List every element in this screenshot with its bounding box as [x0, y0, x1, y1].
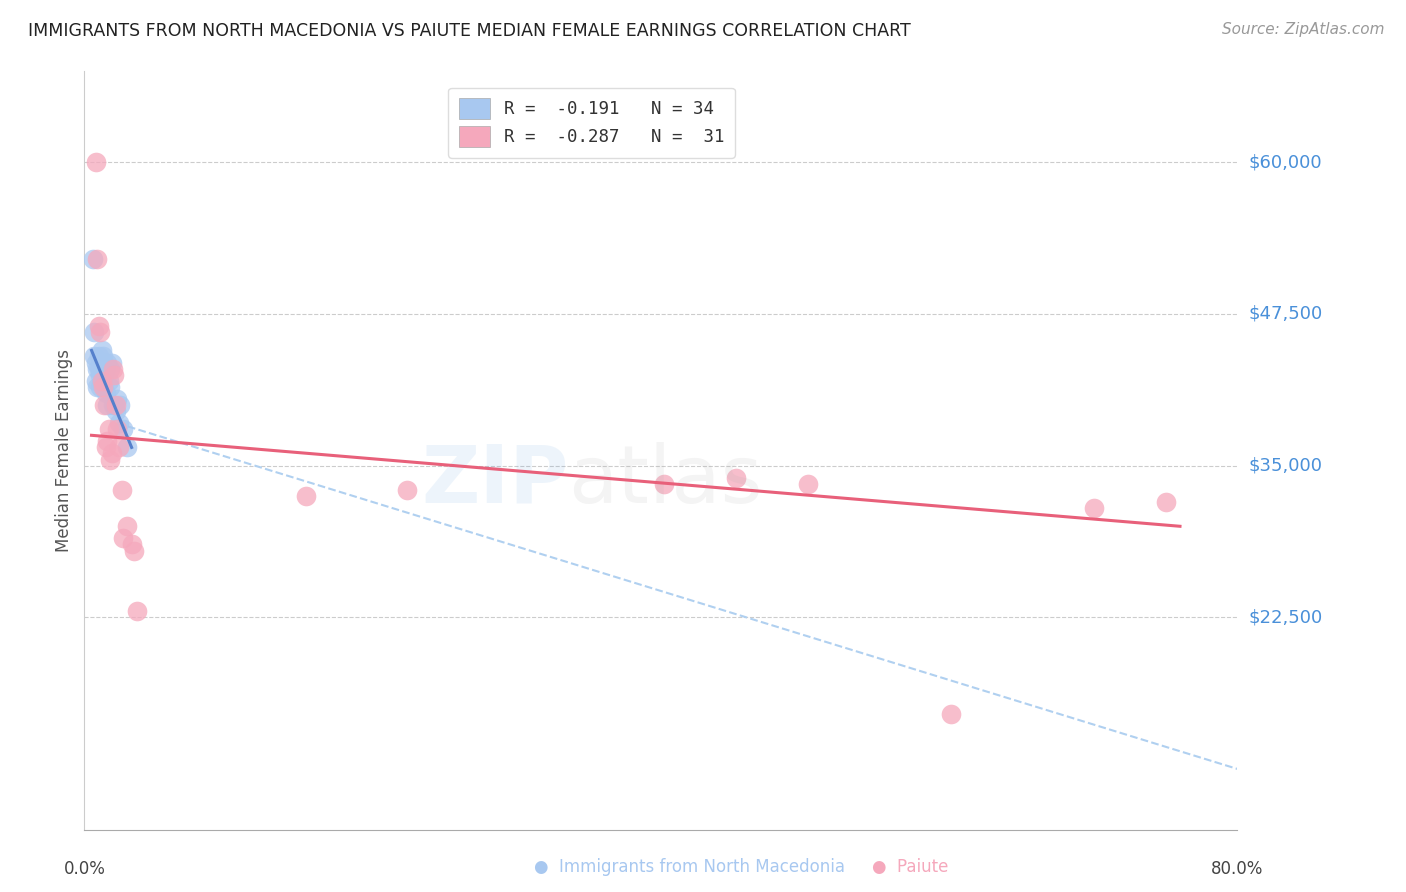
Point — [117, 441, 139, 455]
Point — [93, 355, 115, 369]
Point — [90, 343, 112, 358]
Point — [654, 476, 676, 491]
Point — [84, 355, 107, 369]
Point — [84, 374, 107, 388]
Point — [94, 361, 117, 376]
Point — [121, 537, 143, 551]
Point — [101, 398, 124, 412]
Text: ●  Paiute: ● Paiute — [872, 858, 948, 876]
Point — [103, 398, 125, 412]
Point — [94, 385, 117, 400]
Point — [295, 489, 318, 503]
Point — [84, 155, 107, 169]
Text: $35,000: $35,000 — [1249, 457, 1323, 475]
Point — [1083, 501, 1105, 516]
Point — [90, 355, 112, 369]
Point — [104, 398, 127, 412]
Point — [89, 380, 111, 394]
Point — [100, 446, 122, 460]
Point — [107, 441, 129, 455]
Point — [97, 422, 120, 436]
Point — [91, 361, 114, 376]
Legend: R =  -0.191   N = 34, R =  -0.287   N =  31: R = -0.191 N = 34, R = -0.287 N = 31 — [449, 87, 735, 158]
Point — [83, 350, 105, 364]
Point — [87, 361, 110, 376]
Point — [87, 350, 110, 364]
Point — [90, 374, 112, 388]
Point — [108, 398, 131, 412]
Point — [96, 398, 118, 412]
Point — [83, 325, 105, 339]
Text: $60,000: $60,000 — [1249, 153, 1322, 171]
Point — [89, 325, 111, 339]
Text: ZIP: ZIP — [422, 442, 568, 520]
Point — [97, 374, 120, 388]
Point — [101, 361, 124, 376]
Text: $47,500: $47,500 — [1249, 305, 1323, 323]
Point — [110, 483, 132, 497]
Point — [107, 416, 129, 430]
Point — [112, 532, 135, 546]
Point — [796, 476, 818, 491]
Point — [103, 368, 125, 382]
Point — [91, 350, 114, 364]
Point — [94, 441, 117, 455]
Point — [100, 355, 122, 369]
Point — [105, 392, 128, 406]
Text: IMMIGRANTS FROM NORTH MACEDONIA VS PAIUTE MEDIAN FEMALE EARNINGS CORRELATION CHA: IMMIGRANTS FROM NORTH MACEDONIA VS PAIUT… — [28, 22, 911, 40]
Text: atlas: atlas — [568, 442, 763, 520]
Point — [93, 398, 115, 412]
Point — [87, 319, 110, 334]
Text: 80.0%: 80.0% — [1211, 860, 1264, 878]
Point — [86, 252, 108, 267]
Point — [104, 404, 127, 418]
Point — [98, 361, 121, 376]
Text: ●  Immigrants from North Macedonia: ● Immigrants from North Macedonia — [534, 858, 845, 876]
Point — [86, 380, 108, 394]
Point — [117, 519, 139, 533]
Point — [127, 604, 149, 618]
Point — [96, 434, 118, 449]
Point — [112, 422, 135, 436]
Point — [91, 380, 114, 394]
Point — [395, 483, 418, 497]
Point — [90, 374, 112, 388]
Point — [96, 355, 118, 369]
Point — [82, 252, 104, 267]
Point — [939, 707, 962, 722]
Point — [89, 368, 111, 382]
Point — [124, 543, 146, 558]
Text: Source: ZipAtlas.com: Source: ZipAtlas.com — [1222, 22, 1385, 37]
Point — [93, 368, 115, 382]
Point — [86, 361, 108, 376]
Point — [98, 380, 121, 394]
Point — [724, 471, 747, 485]
Point — [1154, 495, 1177, 509]
Point — [105, 422, 128, 436]
Y-axis label: Median Female Earnings: Median Female Earnings — [55, 349, 73, 552]
Text: $22,500: $22,500 — [1249, 608, 1323, 626]
Text: 0.0%: 0.0% — [63, 860, 105, 878]
Point — [98, 452, 121, 467]
